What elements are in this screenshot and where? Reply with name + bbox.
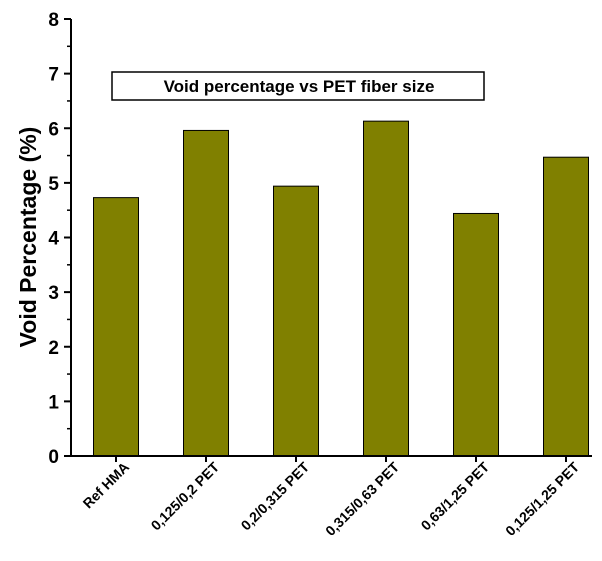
bar — [183, 129, 229, 457]
x-tick-label: 0,2/0,315 PET — [238, 458, 313, 533]
chart-title: Void percentage vs PET fiber size — [164, 77, 435, 96]
x-tick-label: 0,125/1,25 PET — [502, 458, 582, 538]
x-tick-label: 0,315/0,63 PET — [322, 458, 402, 538]
bar — [93, 197, 139, 457]
chart-title-box: Void percentage vs PET fiber size — [111, 71, 485, 101]
y-tick-label: 4 — [48, 229, 59, 250]
x-tick-label: 0,125/0,2 PET — [148, 458, 223, 533]
x-ticks-group: Ref HMA 0,125/0,2 PET 0,2/0,315 PET 0,315/0… — [80, 456, 582, 539]
bar — [363, 120, 409, 457]
bar — [543, 156, 589, 457]
y-tick-label: 3 — [48, 283, 59, 304]
y-tick-label: 7 — [48, 65, 59, 86]
bar — [453, 212, 499, 457]
x-tick-label: Ref HMA — [80, 459, 133, 512]
y-axis-title: Void Percentage (%) — [15, 127, 41, 348]
y-ticks-group: 0 1 2 3 4 5 6 7 8 — [48, 10, 71, 468]
y-tick-label: 5 — [48, 174, 59, 195]
y-tick-label: 2 — [48, 338, 59, 359]
y-tick-label: 6 — [48, 119, 59, 140]
chart-title-frame — [111, 71, 485, 101]
y-tick-label: 8 — [48, 10, 59, 31]
bar — [273, 185, 319, 457]
y-tick-label: 0 — [48, 447, 59, 468]
y-tick-label: 1 — [48, 392, 59, 413]
x-tick-label: 0,63/1,25 PET — [418, 458, 493, 533]
bars-group — [93, 120, 589, 457]
